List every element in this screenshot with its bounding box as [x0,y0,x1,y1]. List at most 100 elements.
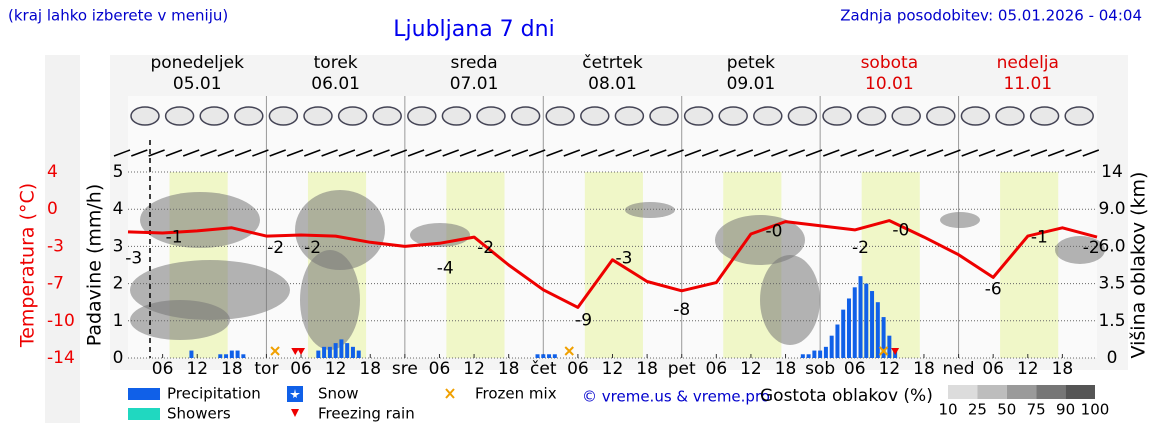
wind-barb [701,149,719,157]
wind-barb [217,149,235,157]
wind-barb [425,149,442,157]
cloud-legend-swatch [1036,385,1066,399]
day-name: četrtek [582,53,643,73]
temp-label: -9 [575,310,592,330]
precip-bar [800,354,805,358]
precip-bar [846,298,851,358]
x-tick-label: 12 [602,359,624,379]
y2-tick-label: 14 [1101,162,1123,182]
chart-title: Ljubljana 7 dni [393,17,554,42]
precip-bar [333,343,338,358]
wind-barb [304,149,321,157]
x-tick-label: 18 [359,359,381,379]
wind-barb [511,149,529,157]
x-tick-label: 18 [221,359,243,379]
wind-barb [926,149,944,157]
weather-icon [822,106,852,126]
cloud-legend-swatch [1065,385,1095,399]
precip-bar [356,350,361,358]
wind-barb [1047,149,1065,157]
daylight-band [584,172,643,358]
precip-bar [823,346,828,358]
y-tick-label: 1 [113,311,124,331]
day-date: 11.01 [1003,74,1052,94]
wind-barb [200,149,217,157]
weather-icon [1064,106,1094,126]
weather-icon [649,106,679,126]
weather-icon [545,106,575,126]
temp-tick-label: 4 [47,162,58,182]
weather-icon [753,106,783,126]
temp-label: -1 [166,228,183,248]
wind-barb [1065,149,1082,157]
x-tick-label: 18 [498,359,520,379]
temperature-line [127,219,1098,309]
temp-label: -2 [477,238,494,258]
precip-bar [547,354,552,358]
precip-bar [541,354,546,358]
precip-bar [345,343,350,358]
wind-barb [373,149,390,157]
temp-label: -2 [1083,238,1100,258]
temp-tick-label: -14 [47,348,75,368]
wind-barb [978,149,996,157]
wind-barb [148,149,165,157]
x-tick-label: 18 [775,359,797,379]
weather-icon [476,106,506,126]
wind-barb [823,149,840,157]
weather-icon [234,106,264,126]
weather-icon [891,106,921,126]
wind-barb [269,149,286,157]
weather-icon [683,106,714,126]
x-tick-label: 18 [1052,359,1074,379]
legend-label: Snow [318,385,358,403]
precip-bar [327,346,332,358]
temp-label: -6 [985,279,1002,299]
wind-barb [252,149,269,157]
precip-bar [316,350,321,358]
wind-barb [996,149,1013,157]
x-tick-label: čet [530,359,557,379]
x-tick-label: 06 [429,359,451,379]
precip-bar [241,354,246,358]
x-tick-label: 06 [290,359,312,379]
weather-icon [303,106,333,126]
freezing-rain [297,348,306,355]
wind-barb [719,149,736,157]
precip-bar [852,287,857,358]
weather-icon [268,106,299,126]
day-date: 08.01 [588,74,637,94]
precip-bar [339,339,344,358]
y2-axis-title: Višina oblakov (km) [1128,172,1150,359]
wind-barb [840,149,857,157]
wind-barb [874,149,892,157]
day-name: ponedeljek [150,53,244,73]
wind-barb [667,149,684,157]
day-name: torek [314,53,358,73]
x-tick-label: pet [668,359,696,379]
wind-barb [1030,149,1048,157]
x-tick-label: ned [943,359,975,379]
cloud-density [140,192,260,248]
weather-icon [960,106,991,126]
wind-barb [632,149,650,157]
legend-swatch [445,388,455,399]
wind-barb [563,149,581,157]
precip-bar [818,350,823,358]
weather-icon [407,106,437,126]
x-tick-label: 06 [152,359,174,379]
cloud-legend-label: 50 [997,401,1016,419]
wind-barb [753,149,771,157]
wind-barb [736,149,754,157]
wind-barb [165,149,183,157]
precip-bar [870,291,875,358]
wind-barb [355,149,373,157]
weather-icon [441,106,472,126]
precip-bar [224,354,229,358]
wind-barb [771,149,788,157]
precip-bar [841,309,846,358]
cloud-density [1055,236,1105,264]
frozen-mix [564,346,574,356]
precip-bar [875,302,880,358]
